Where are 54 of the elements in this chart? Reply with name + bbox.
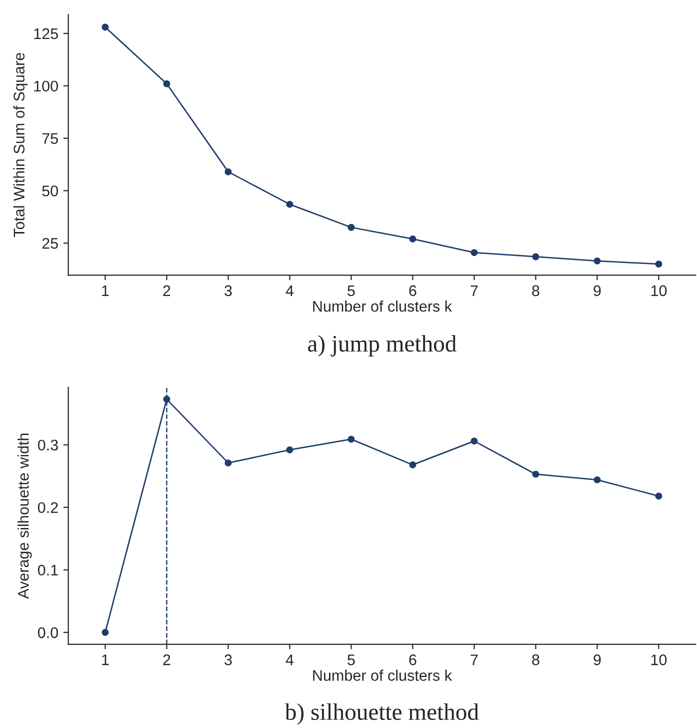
point — [348, 436, 355, 443]
text: b) silhouette method — [284, 703, 479, 725]
y-tick-label: 100 — [34, 80, 58, 92]
x-tick-label: 10 — [651, 285, 667, 296]
point — [594, 257, 601, 264]
point — [224, 459, 232, 466]
x-tick-label: 4 — [286, 285, 294, 296]
x-tick-label: 6 — [409, 654, 416, 666]
x-tick-label: 1 — [102, 654, 109, 666]
point — [655, 260, 662, 268]
x-tick-label: 3 — [224, 654, 232, 666]
x-tick-label: 7 — [470, 654, 478, 666]
x-tick-label: 2 — [163, 654, 170, 666]
text: a) jump method — [308, 335, 456, 357]
x-axis-title: Number of clusters k — [313, 670, 452, 681]
x-tick-label: 5 — [348, 654, 355, 666]
point — [409, 235, 416, 242]
point — [409, 461, 416, 468]
x-tick-label: 9 — [594, 654, 601, 666]
x-tick-label: 10 — [651, 654, 667, 666]
x-tick-label: 3 — [224, 285, 232, 296]
y-tick-label: 0.1 — [38, 564, 58, 576]
x-axis-title: Number of clusters k — [313, 300, 452, 312]
point — [348, 224, 355, 231]
x-tick-label: 8 — [532, 654, 540, 666]
y-axis-title: Average silhouette width — [18, 434, 32, 599]
x-tick-label: 5 — [348, 285, 355, 296]
x-tick-label: 4 — [286, 654, 294, 666]
point — [102, 628, 109, 636]
x-tick-label: 1 — [102, 285, 109, 296]
x-tick-label: 6 — [409, 285, 416, 296]
x-tick-label: 9 — [594, 285, 601, 296]
point — [532, 253, 540, 260]
y-tick-label: 50 — [42, 186, 58, 196]
point — [470, 249, 478, 256]
point — [224, 168, 232, 176]
x-tick-label: 2 — [163, 285, 170, 296]
y-axis-title: Total Within Sum of Square — [13, 52, 28, 238]
x-tick-label: 7 — [470, 285, 478, 296]
y-tick-label: 25 — [42, 238, 58, 249]
point — [470, 438, 478, 445]
y-tick-label: 0.2 — [38, 502, 58, 514]
point — [655, 492, 662, 500]
y-tick-label: 125 — [34, 28, 58, 40]
point — [532, 470, 540, 478]
x-tick-label: 8 — [532, 285, 540, 296]
y-tick-label: 0.0 — [38, 627, 58, 638]
point — [163, 80, 170, 88]
point — [102, 24, 109, 31]
point — [594, 476, 601, 484]
y-tick-label: 0.3 — [38, 440, 58, 451]
point — [286, 446, 294, 454]
point — [286, 200, 294, 208]
y-tick-label: 75 — [42, 133, 58, 144]
